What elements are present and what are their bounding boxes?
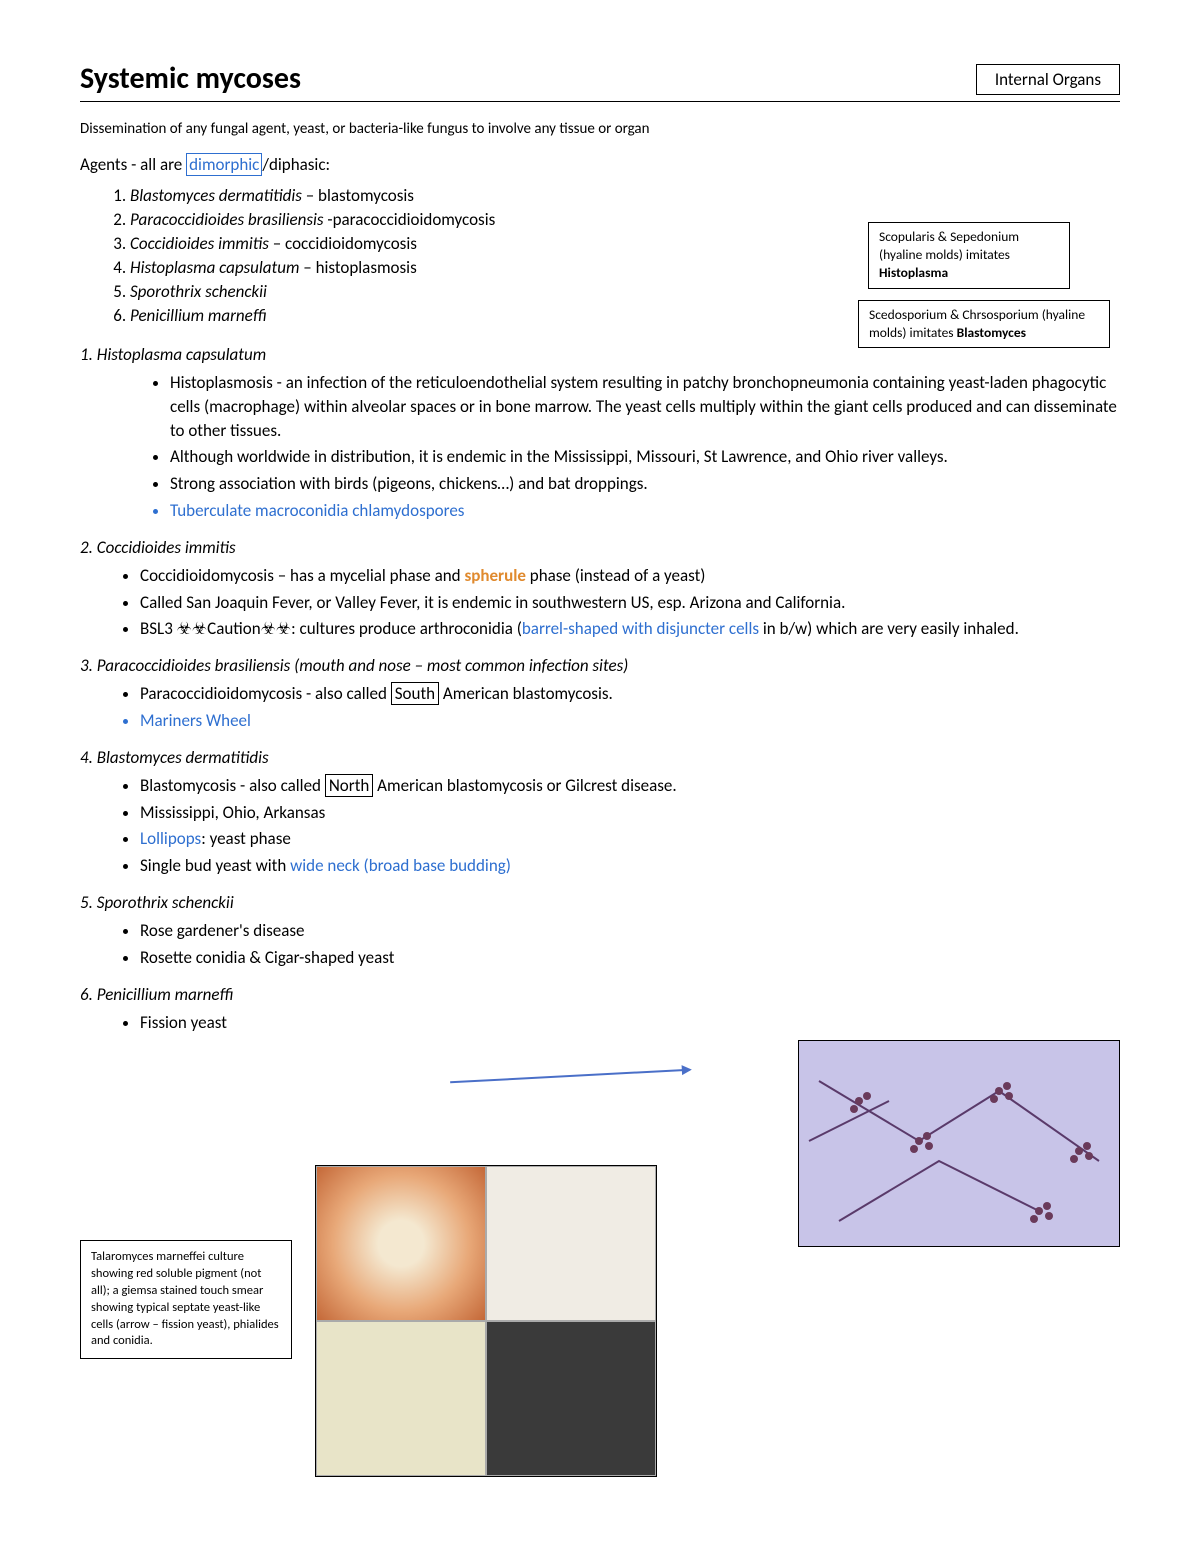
bullet: Blastomycosis - also called North Americ… bbox=[140, 774, 1120, 798]
bullets-penicillium: Fission yeast bbox=[140, 1011, 1120, 1035]
bullet: Mariners Wheel bbox=[140, 709, 1120, 733]
bullet: Histoplasmosis - an infection of the ret… bbox=[170, 371, 1120, 442]
agent-name: Coccidioides immitis bbox=[130, 233, 269, 254]
badge-internal-organs: Internal Organs bbox=[976, 64, 1120, 95]
agent-name: Penicillium marneffi bbox=[130, 305, 267, 326]
bullet: Called San Joaquin Fever, or Valley Feve… bbox=[140, 591, 1120, 615]
bullet: Although worldwide in distribution, it i… bbox=[170, 445, 1120, 469]
image-culture-pigment bbox=[316, 1166, 486, 1321]
blue-term: Tuberculate macroconidia chlamydospores bbox=[170, 500, 464, 521]
t: American blastomycosis. bbox=[439, 683, 613, 704]
section-sporothrix: 5. Sporothrix schenckii bbox=[80, 892, 1120, 913]
section-penicillium: 6. Penicillium marneffi bbox=[80, 984, 1120, 1005]
agent-name: Histoplasma capsulatum bbox=[130, 257, 299, 278]
image-grid-talaromyces bbox=[315, 1165, 657, 1477]
agent-disease: blastomycosis bbox=[318, 185, 414, 206]
sep: – bbox=[302, 185, 318, 206]
t: BSL3 ☣☣Caution☣☣: cultures produce arthr… bbox=[140, 618, 522, 639]
note-bold: Blastomyces bbox=[957, 324, 1026, 341]
image-sporothrix-micrograph bbox=[798, 1040, 1120, 1247]
t: : yeast phase bbox=[201, 828, 291, 849]
agents-suffix: /diphasic: bbox=[262, 154, 330, 175]
t: American blastomycosis or Gilcrest disea… bbox=[373, 775, 676, 796]
image-phialides bbox=[316, 1321, 486, 1476]
agent-disease: coccidioidomycosis bbox=[285, 233, 417, 254]
section-paracoccidioides: 3. Paracoccidioides brasiliensis (mouth … bbox=[80, 655, 1120, 676]
bullet: Rose gardener's disease bbox=[140, 919, 1120, 943]
page-title: Systemic mycoses bbox=[80, 60, 301, 97]
t: Single bud yeast with bbox=[140, 855, 290, 876]
note-bold: Histoplasma bbox=[879, 264, 948, 281]
boxed-south: South bbox=[391, 682, 439, 705]
caption-talaromyces: Talaromyces marneffei culture showing re… bbox=[80, 1240, 292, 1359]
t: Coccidioidomycosis – has a mycelial phas… bbox=[140, 565, 464, 586]
bullet: Rosette conidia & Cigar-shaped yeast bbox=[140, 946, 1120, 970]
agents-prefix: Agents - all are bbox=[80, 154, 186, 175]
bullet: Paracoccidioidomycosis - also called Sou… bbox=[140, 682, 1120, 706]
sep: – bbox=[299, 257, 315, 278]
micrograph-icon bbox=[799, 1041, 1119, 1246]
image-giemsa-smear bbox=[486, 1166, 656, 1321]
dimorphic-link[interactable]: dimorphic bbox=[186, 153, 262, 176]
title-row: Systemic mycoses Internal Organs bbox=[80, 60, 1120, 102]
bullet: Single bud yeast with wide neck (broad b… bbox=[140, 854, 1120, 878]
blue-term: Lollipops bbox=[140, 828, 201, 849]
agent-disease: histoplasmosis bbox=[316, 257, 417, 278]
bullet: Mississippi, Ohio, Arkansas bbox=[140, 801, 1120, 825]
agent-name: Blastomyces dermatitidis bbox=[130, 185, 302, 206]
sep: – bbox=[269, 233, 285, 254]
orange-term: spherule bbox=[464, 565, 525, 586]
bullet: Lollipops: yeast phase bbox=[140, 827, 1120, 851]
agent-item: Blastomyces dermatitidis – blastomycosis bbox=[130, 185, 1120, 206]
subtitle: Dissemination of any fungal agent, yeast… bbox=[80, 120, 1120, 138]
arrow-icon bbox=[450, 1069, 690, 1084]
t: in b/w) which are very easily inhaled. bbox=[759, 618, 1019, 639]
bullets-paracoccidioides: Paracoccidioidomycosis - also called Sou… bbox=[140, 682, 1120, 733]
bullet: Fission yeast bbox=[140, 1011, 1120, 1035]
side-note-histoplasma: Scopularis & Sepedonium (hyaline molds) … bbox=[868, 222, 1070, 289]
boxed-north: North bbox=[325, 774, 374, 797]
agent-name: Sporothrix schenckii bbox=[130, 281, 267, 302]
blue-term: barrel-shaped with disjuncter cells bbox=[522, 618, 759, 639]
agent-disease: paracoccidioidomycosis bbox=[333, 209, 496, 230]
bullets-blastomyces: Blastomycosis - also called North Americ… bbox=[140, 774, 1120, 878]
side-note-blastomyces: Scedosporium & Chrsosporium (hyaline mol… bbox=[858, 300, 1110, 348]
section-blastomyces: 4. Blastomyces dermatitidis bbox=[80, 747, 1120, 768]
agent-name: Paracoccidioides brasiliensis bbox=[130, 209, 324, 230]
blue-term: Mariners Wheel bbox=[140, 710, 251, 731]
section-coccidioides: 2. Coccidioides immitis bbox=[80, 537, 1120, 558]
bullet: Tuberculate macroconidia chlamydospores bbox=[170, 499, 1120, 523]
bullets-sporothrix: Rose gardener's disease Rosette conidia … bbox=[140, 919, 1120, 970]
t: Blastomycosis - also called bbox=[140, 775, 325, 796]
agents-line: Agents - all are dimorphic/diphasic: bbox=[80, 154, 1120, 175]
t: Paracoccidioidomycosis - also called bbox=[140, 683, 391, 704]
bullet: Strong association with birds (pigeons, … bbox=[170, 472, 1120, 496]
bullet: BSL3 ☣☣Caution☣☣: cultures produce arthr… bbox=[140, 617, 1120, 641]
note-text: Scopularis & Sepedonium (hyaline molds) … bbox=[879, 228, 1019, 263]
blue-term: wide neck (broad base budding) bbox=[290, 855, 511, 876]
bullets-histoplasma: Histoplasmosis - an infection of the ret… bbox=[170, 371, 1120, 523]
image-conidia-sem bbox=[486, 1321, 656, 1476]
sep: - bbox=[324, 209, 333, 230]
bullets-coccidioides: Coccidioidomycosis – has a mycelial phas… bbox=[140, 564, 1120, 641]
bullet: Coccidioidomycosis – has a mycelial phas… bbox=[140, 564, 1120, 588]
t: phase (instead of a yeast) bbox=[526, 565, 706, 586]
